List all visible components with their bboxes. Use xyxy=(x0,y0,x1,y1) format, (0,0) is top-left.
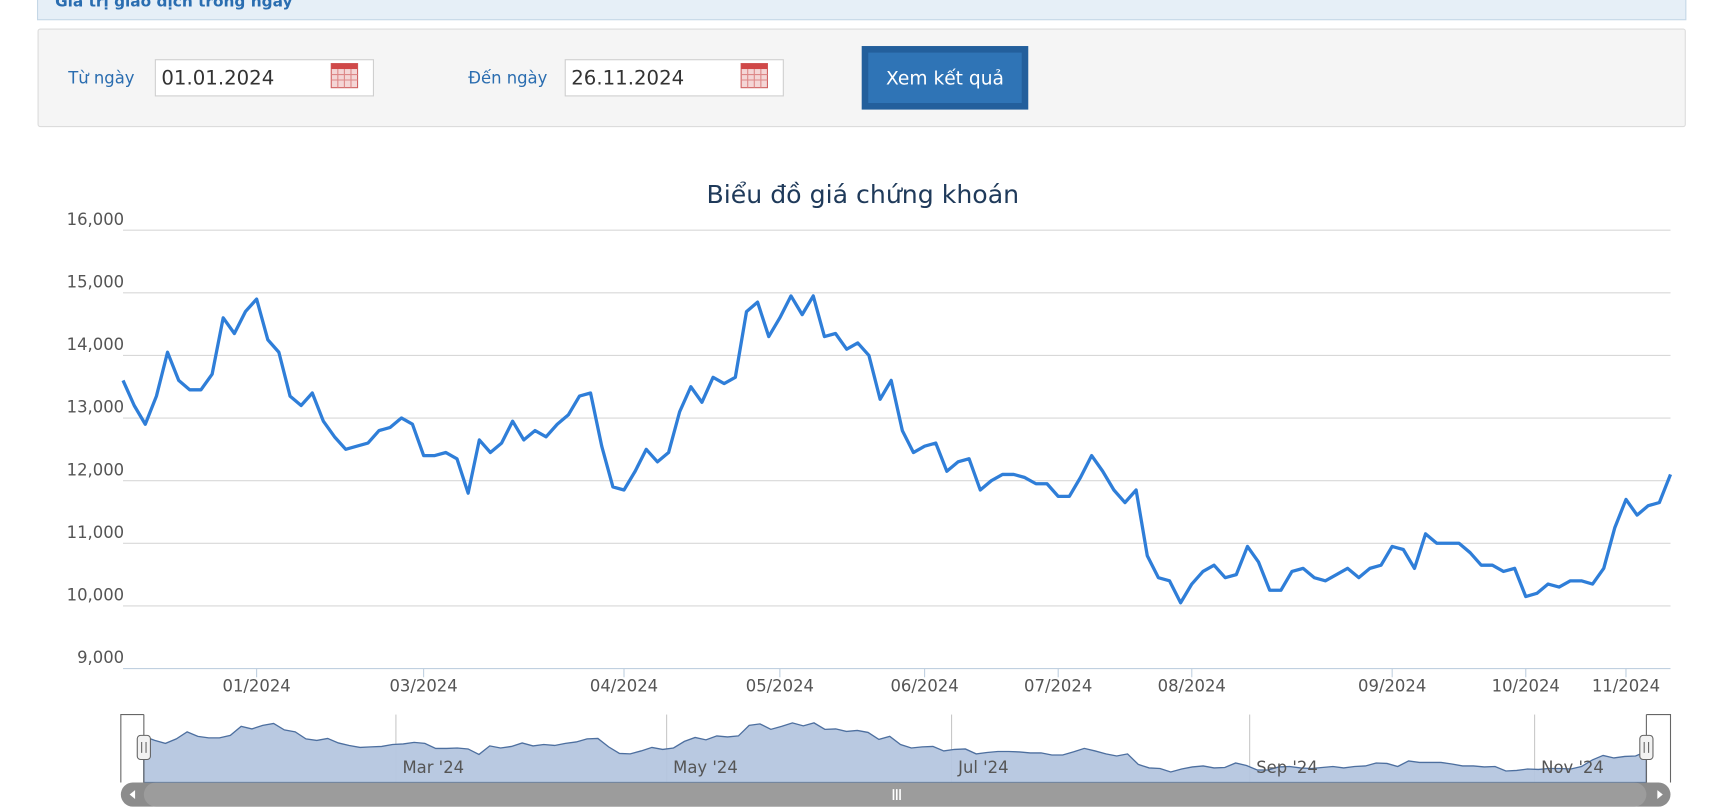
x-tick-label: 06/2024 xyxy=(890,677,958,696)
y-tick-label: 16,000 xyxy=(67,210,124,229)
x-tick-label: 05/2024 xyxy=(746,677,814,696)
handle-grip xyxy=(1643,741,1650,753)
price-line xyxy=(121,294,1673,605)
navigator-label: May '24 xyxy=(673,758,738,777)
chart-title: Biểu đồ giá chứng khoán xyxy=(706,180,1019,209)
submit-label: Xem kết quả xyxy=(886,67,1004,89)
scroll-left-arrow[interactable] xyxy=(129,790,136,799)
scrollbar-grip xyxy=(892,789,901,801)
y-tick-label: 13,000 xyxy=(67,398,124,417)
navigator-handle[interactable] xyxy=(136,734,151,761)
scrollbar-thumb[interactable] xyxy=(143,782,1647,807)
x-tick-label: 09/2024 xyxy=(1358,677,1426,696)
navigator-outline xyxy=(120,714,1672,783)
y-tick-label: 10,000 xyxy=(67,586,124,605)
y-tick-label: 9,000 xyxy=(77,648,124,667)
from-value: 01.01.2024 xyxy=(161,66,274,89)
navigator-handle[interactable] xyxy=(1639,734,1654,761)
y-tick-label: 15,000 xyxy=(67,272,124,291)
from-calendar-icon[interactable] xyxy=(330,63,359,89)
x-tick-label: 10/2024 xyxy=(1492,677,1560,696)
x-tick-label: 04/2024 xyxy=(590,677,658,696)
to-value: 26.11.2024 xyxy=(571,66,684,89)
x-tick-label: 07/2024 xyxy=(1024,677,1092,696)
header-bar xyxy=(36,0,1687,21)
x-tick-label: 11/2024 xyxy=(1592,677,1660,696)
submit-button[interactable]: Xem kết quả xyxy=(861,46,1029,110)
navigator xyxy=(120,782,1671,807)
handle-grip xyxy=(141,741,147,753)
navigator-label: Sep '24 xyxy=(1256,758,1318,777)
y-tick-label: 12,000 xyxy=(67,460,124,479)
x-tick-label: 01/2024 xyxy=(223,677,291,696)
navigator-label: Nov '24 xyxy=(1541,758,1604,777)
navigator-label: Mar '24 xyxy=(402,758,464,777)
navigator-area xyxy=(143,722,1648,784)
x-tick-label: 08/2024 xyxy=(1158,677,1226,696)
navigator-label: Jul '24 xyxy=(957,758,1008,777)
scroll-right-arrow[interactable] xyxy=(1657,790,1663,799)
x-tick-label: 03/2024 xyxy=(389,677,457,696)
to-label: Đến ngày xyxy=(468,68,547,87)
y-tick-label: 11,000 xyxy=(67,523,124,542)
y-tick-label: 14,000 xyxy=(67,335,124,354)
to-calendar-icon[interactable] xyxy=(740,63,768,89)
header-title: Giá trị giao dịch trong ngày xyxy=(55,0,292,11)
from-label: Từ ngày xyxy=(67,68,135,87)
